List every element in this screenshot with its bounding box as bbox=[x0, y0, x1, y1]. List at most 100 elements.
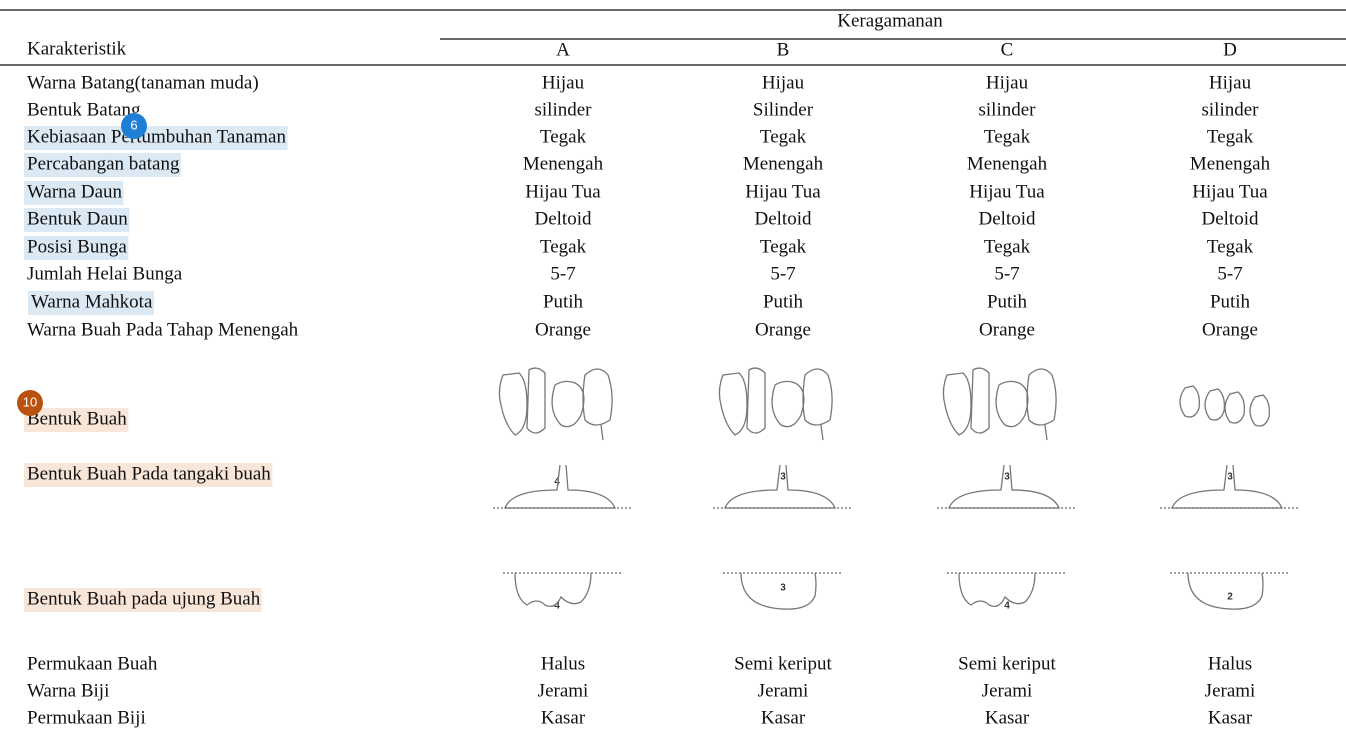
highlight bbox=[28, 291, 154, 315]
badge-label: 6 bbox=[130, 117, 137, 132]
pepper bbox=[970, 367, 990, 434]
cell: Orange bbox=[979, 319, 1035, 340]
highlight bbox=[24, 181, 124, 205]
row-label: Posisi Bunga bbox=[27, 236, 127, 257]
badge-dot bbox=[121, 113, 147, 139]
cell: Tegak bbox=[760, 126, 807, 147]
tip bbox=[514, 572, 592, 608]
cell: Deltoid bbox=[979, 208, 1036, 229]
row-label: Bentuk Buah pada ujung Buah bbox=[27, 588, 261, 609]
cell: Halus bbox=[541, 653, 585, 674]
cell: Tegak bbox=[760, 236, 807, 257]
pepper bbox=[1179, 385, 1201, 418]
cell: Deltoid bbox=[535, 208, 592, 229]
cell: Kasar bbox=[985, 707, 1030, 728]
cell: Hijau Tua bbox=[969, 181, 1045, 202]
cell: Hijau bbox=[542, 72, 585, 93]
highlight bbox=[24, 408, 129, 432]
cell: 5-7 bbox=[994, 263, 1019, 284]
label-header: Karakteristik bbox=[27, 38, 127, 59]
cell: Hijau Tua bbox=[1192, 181, 1268, 202]
cell: Tegak bbox=[540, 236, 587, 257]
cell: Menengah bbox=[967, 153, 1048, 174]
stalk bbox=[1171, 464, 1284, 509]
cell: Hijau Tua bbox=[745, 181, 821, 202]
score: 3 bbox=[1227, 472, 1233, 483]
column-header: C bbox=[1001, 39, 1014, 60]
row-label: Warna Batang(tanaman muda) bbox=[27, 72, 259, 93]
tip bbox=[1187, 572, 1264, 610]
stalk bbox=[504, 464, 617, 509]
row-label: Warna Mahkota bbox=[31, 291, 153, 312]
cell: Tegak bbox=[984, 126, 1031, 147]
score: 3 bbox=[780, 472, 786, 483]
row-label: Bentuk Buah Pada tangaki buah bbox=[27, 463, 271, 484]
row-label: Bentuk Buah bbox=[27, 408, 127, 429]
row-label: Bentuk Daun bbox=[27, 208, 128, 229]
row-label: Warna Biji bbox=[27, 680, 109, 701]
cell: Hijau bbox=[986, 72, 1029, 93]
cell: Putih bbox=[543, 291, 584, 312]
row-label: Warna Daun bbox=[27, 181, 123, 202]
table-body: A B C D Warna Batang(tanaman muda) Hijau Hijau… bbox=[24, 39, 1300, 728]
pepper bbox=[526, 367, 546, 434]
pepper bbox=[1249, 394, 1271, 427]
pepper bbox=[498, 372, 528, 436]
cell: Tegak bbox=[540, 126, 587, 147]
row-label: Warna Buah Pada Tahap Menengah bbox=[27, 319, 299, 340]
group-header: Keragamanan bbox=[837, 10, 943, 31]
stalk bbox=[948, 464, 1061, 509]
cell: Semi keriput bbox=[958, 653, 1056, 674]
score: 3 bbox=[780, 583, 786, 594]
pepper bbox=[551, 380, 585, 428]
pepper bbox=[771, 380, 805, 428]
cell: silinder bbox=[535, 99, 593, 120]
cell: silinder bbox=[979, 99, 1037, 120]
pepper bbox=[1224, 391, 1246, 424]
score: 4 bbox=[1004, 601, 1010, 612]
score: 4 bbox=[554, 601, 560, 612]
cell: Kasar bbox=[761, 707, 806, 728]
row-label: Kebiasaan Pertumbuhan Tanaman bbox=[27, 126, 286, 147]
score: 4 bbox=[554, 477, 560, 488]
pepper bbox=[1204, 388, 1226, 421]
row-label: Bentuk Batang bbox=[27, 99, 141, 120]
cell: Kasar bbox=[541, 707, 586, 728]
cell: Jerami bbox=[982, 680, 1033, 701]
pepper bbox=[802, 368, 833, 441]
cell: Hijau bbox=[762, 72, 805, 93]
score: 3 bbox=[1004, 472, 1010, 483]
pepper bbox=[1026, 368, 1057, 441]
cell: Semi keriput bbox=[734, 653, 832, 674]
cell: Menengah bbox=[1190, 153, 1271, 174]
tip bbox=[740, 572, 817, 610]
cell: Kasar bbox=[1208, 707, 1253, 728]
score: 2 bbox=[1227, 592, 1233, 603]
cell: Menengah bbox=[743, 153, 824, 174]
cell: Deltoid bbox=[755, 208, 812, 229]
pepper bbox=[718, 372, 748, 436]
cell: Halus bbox=[1208, 653, 1252, 674]
column-header: A bbox=[556, 39, 570, 60]
row-label: Jumlah Helai Bunga bbox=[27, 263, 183, 284]
cell: Hijau Tua bbox=[525, 181, 601, 202]
cell: Jerami bbox=[1205, 680, 1256, 701]
row-label: Percabangan batang bbox=[27, 153, 180, 174]
cell: silinder bbox=[1202, 99, 1260, 120]
cell: Orange bbox=[1202, 319, 1258, 340]
cell: 5-7 bbox=[1217, 263, 1242, 284]
highlight bbox=[24, 153, 181, 177]
cell: Orange bbox=[755, 319, 811, 340]
row-label: Permukaan Buah bbox=[27, 653, 158, 674]
cell: Silinder bbox=[753, 99, 814, 120]
cell: Deltoid bbox=[1202, 208, 1259, 229]
column-header: B bbox=[777, 39, 790, 60]
highlight bbox=[24, 208, 130, 232]
cell: Tegak bbox=[1207, 126, 1254, 147]
pepper bbox=[995, 380, 1029, 428]
cell: Hijau bbox=[1209, 72, 1252, 93]
highlight bbox=[24, 126, 288, 150]
column-header: D bbox=[1223, 39, 1237, 60]
cell: 5-7 bbox=[550, 263, 575, 284]
